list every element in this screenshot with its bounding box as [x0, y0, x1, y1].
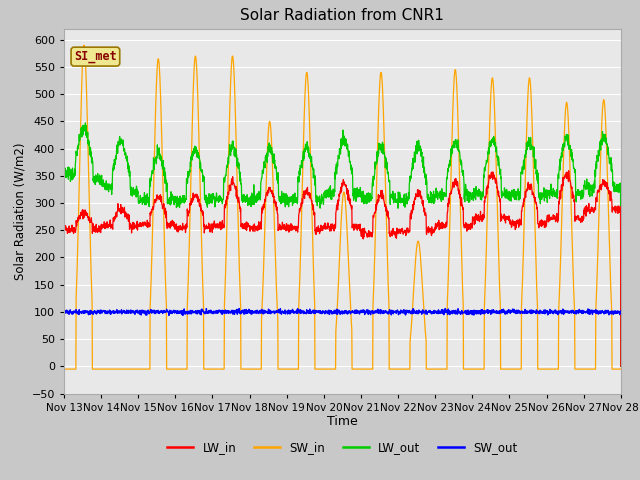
- LW_in: [504, 214, 512, 219]
- Title: Solar Radiation from CNR1: Solar Radiation from CNR1: [241, 9, 444, 24]
- LW_in: [584, 208, 591, 214]
- LW_out: [359, 199, 367, 205]
- SW_in: [216, 366, 223, 372]
- LW_out: [617, 363, 625, 369]
- SW_in: [80, 42, 88, 48]
- LW_out: [568, 156, 575, 162]
- Line: SW_in: SW_in: [64, 45, 621, 369]
- LW_out: [584, 185, 591, 191]
- SW_in: [60, 366, 68, 372]
- Line: LW_out: LW_out: [64, 123, 621, 366]
- LW_in: [371, 211, 378, 216]
- LW_in: [358, 226, 366, 231]
- SW_out: [359, 309, 367, 315]
- SW_out: [216, 309, 223, 314]
- Line: LW_in: LW_in: [64, 171, 621, 366]
- LW_in: [60, 225, 68, 231]
- LW_out: [371, 169, 379, 175]
- X-axis label: Time: Time: [327, 415, 358, 429]
- LW_in: [617, 363, 625, 369]
- LW_out: [216, 193, 223, 199]
- LW_in: [216, 221, 223, 227]
- SW_out: [60, 309, 68, 315]
- LW_out: [81, 120, 89, 126]
- LW_out: [504, 196, 512, 202]
- LW_out: [60, 168, 68, 174]
- SW_out: [371, 310, 379, 316]
- Line: SW_out: SW_out: [64, 309, 621, 315]
- LW_in: [568, 184, 575, 190]
- LW_in: [565, 168, 573, 174]
- Legend: LW_in, SW_in, LW_out, SW_out: LW_in, SW_in, LW_out, SW_out: [163, 436, 522, 459]
- Y-axis label: Solar Radiation (W/m2): Solar Radiation (W/m2): [13, 143, 26, 280]
- SW_out: [505, 307, 513, 312]
- SW_out: [568, 308, 576, 313]
- SW_in: [504, 366, 512, 372]
- SW_in: [371, 252, 379, 257]
- SW_in: [617, 366, 625, 372]
- SW_out: [236, 306, 243, 312]
- SW_out: [617, 310, 625, 316]
- Text: SI_met: SI_met: [74, 50, 116, 63]
- SW_in: [359, 366, 367, 372]
- SW_out: [179, 312, 187, 318]
- SW_in: [568, 228, 575, 234]
- SW_out: [584, 311, 591, 316]
- SW_in: [584, 366, 591, 372]
